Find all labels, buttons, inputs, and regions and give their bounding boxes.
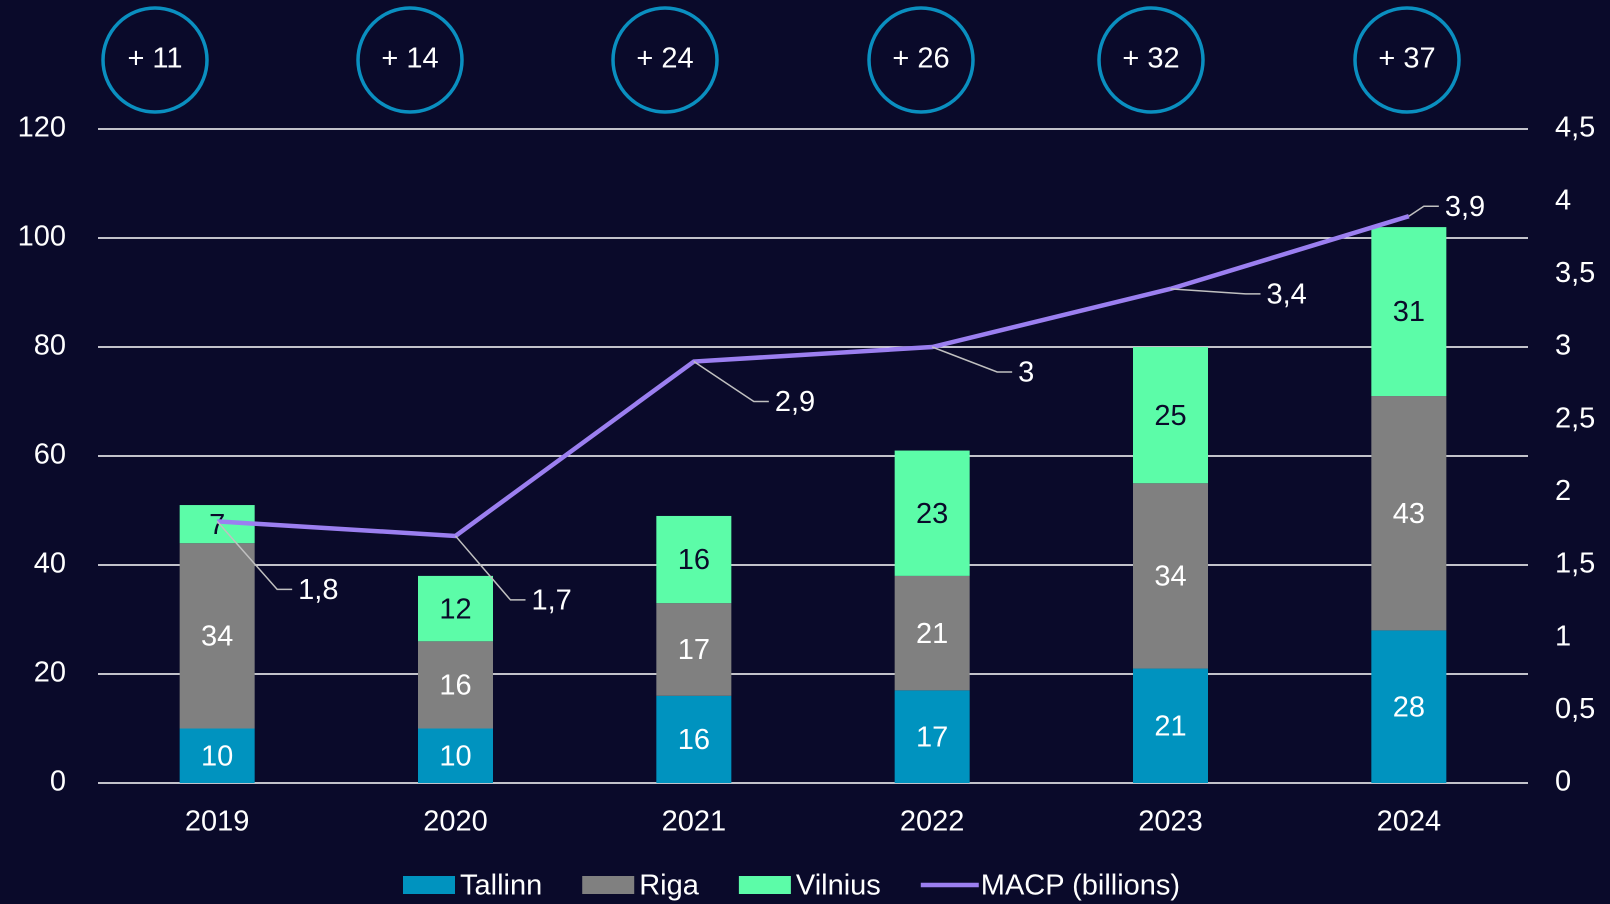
bar-segment [894,575,970,691]
annotation: + 14 [381,43,438,75]
y2-tick-label: 0,5 [1555,693,1595,725]
y-tick-label: 20 [34,657,66,689]
annotation: + 11 [127,43,182,75]
bar-segment [656,515,732,604]
bar-segment [894,690,970,783]
legend-label: MACP (billions) [981,870,1180,902]
leader-line [931,346,1013,373]
x-tick-label: 2023 [1138,806,1203,838]
line-value-label: 1,7 [532,585,572,617]
legend-swatch [403,876,455,894]
y2-tick-label: 2,5 [1555,402,1595,434]
annotation-circle [1353,6,1461,114]
line-value-label: 3 [1018,357,1034,389]
y-tick-label: 120 [18,112,66,144]
line-value-label: 3,9 [1445,191,1485,223]
y-tick-label: 100 [18,221,66,253]
x-tick-label: 2022 [900,806,965,838]
legend-label: Tallinn [460,870,542,902]
y2-tick-label: 1,5 [1555,548,1595,580]
bar-value-label: 17 [916,721,948,753]
annotation-circle [1097,6,1205,114]
bar-value-label: 21 [1154,710,1186,742]
annotation-circle [101,6,209,114]
annotation-circle [356,6,464,114]
leader-line [1170,288,1261,295]
bar-segment [179,728,255,783]
legend-swatch [738,876,791,894]
bar-value-label: 34 [201,621,233,653]
leader-line [216,520,293,591]
bar-segment [179,543,255,729]
bar-segment [1371,227,1447,397]
bar-segment [1133,483,1208,669]
legend-swatch [582,876,635,894]
bar-segment [656,603,732,696]
bar-segment [418,641,493,729]
bar-value-label: 34 [1154,561,1186,593]
annotation: + 24 [636,43,693,75]
x-tick-label: 2021 [662,806,727,838]
bar-value-label: 25 [1154,400,1186,432]
bar-value-label: 23 [916,498,948,530]
annotation-circle [867,6,975,114]
bar-value-label: 10 [439,740,471,772]
annotation: + 32 [1122,43,1179,75]
y2-tick-label: 1 [1555,620,1571,652]
annotation: + 37 [1378,43,1435,75]
y2-tick-label: 3 [1555,330,1571,362]
bar-value-label: 31 [1393,296,1425,328]
y2-tick-label: 3,5 [1555,257,1595,289]
bar-segment [1133,347,1208,484]
bar-value-label: 43 [1393,498,1425,530]
y2-tick-label: 2 [1555,475,1571,507]
leader-line [454,535,526,601]
bar-segment [418,728,493,783]
bar-value-label: 12 [439,593,471,625]
y-tick-label: 60 [34,439,66,471]
legend-label: Riga [639,870,700,902]
bar-value-label: 28 [1393,691,1425,723]
leader-line [1408,205,1439,217]
bar-segment [656,695,732,783]
bar-value-label: 17 [678,634,710,666]
y-tick-label: 40 [34,548,66,580]
bar-value-label: 21 [916,618,948,650]
y2-tick-label: 0 [1555,766,1571,798]
bar-value-label: 7 [209,509,225,541]
bar-segment [418,575,493,642]
leader-line [693,360,769,403]
y2-tick-label: 4,5 [1555,112,1595,144]
line-value-label: 2,9 [775,386,815,418]
legend-label: Vilnius [796,870,881,902]
x-tick-label: 2020 [423,806,488,838]
bar-value-label: 16 [678,544,710,576]
y-tick-label: 0 [50,766,66,798]
x-tick-label: 2019 [185,806,250,838]
annotation: + 26 [892,43,949,75]
bar-value-label: 16 [439,670,471,702]
bar-segment [894,450,970,576]
bar-segment [1371,396,1447,631]
y2-tick-label: 4 [1555,184,1571,216]
bar-value-label: 16 [678,724,710,756]
line [217,214,1410,539]
annotation-circle [611,6,719,114]
line-value-label: 1,8 [298,574,338,606]
bar-value-label: 10 [201,740,233,772]
bar-segment [1371,630,1447,783]
x-tick-label: 2024 [1377,806,1442,838]
line-value-label: 3,4 [1267,279,1307,311]
bar-segment [1133,668,1208,783]
y-tick-label: 80 [34,330,66,362]
